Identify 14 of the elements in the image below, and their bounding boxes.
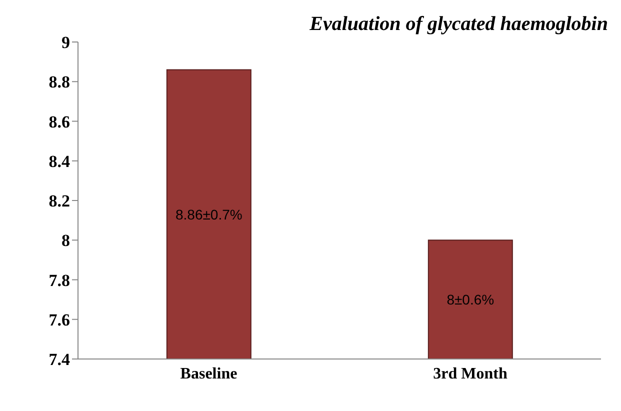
data-label: 8±0.6%	[446, 292, 494, 308]
y-tick-label: 9	[62, 33, 70, 52]
y-tick-label: 8.6	[48, 112, 70, 132]
y-tick-label: 7.6	[48, 310, 70, 330]
x-tick-label: Baseline	[180, 365, 238, 382]
x-tick-label: 3rd Month	[433, 365, 508, 382]
y-tick-label: 7.4	[48, 350, 70, 370]
chart-title: Evaluation of glycated haemoglobin	[308, 13, 608, 35]
y-tick-label: 8	[62, 231, 70, 250]
y-tick-label: 8.8	[48, 72, 70, 92]
data-label: 8.86±0.7%	[175, 206, 242, 222]
y-tick-label: 8.2	[48, 192, 70, 211]
y-tick-label: 7.8	[48, 270, 70, 290]
y-tick-label: 8.4	[48, 152, 70, 171]
